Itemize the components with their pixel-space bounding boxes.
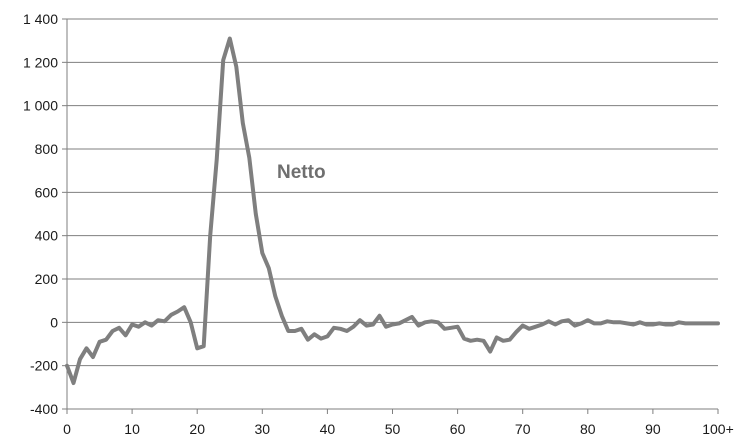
x-tick-label: 60 (450, 421, 466, 437)
y-tick-label: -400 (30, 401, 58, 417)
axes (62, 18, 719, 414)
y-tick-label: 1 200 (23, 54, 58, 70)
x-tick-label: 0 (63, 421, 71, 437)
x-axis-tick-labels: 0 10 20 30 40 50 60 70 80 90 100+ (63, 421, 734, 437)
series-line-netto (65, 36, 720, 385)
y-tick-label: 1 000 (23, 98, 58, 114)
y-tick-label: 1 400 (23, 11, 58, 27)
series-group (65, 36, 720, 385)
gridlines (67, 18, 718, 410)
y-tick-label: 200 (35, 271, 59, 287)
x-tick-label: 70 (515, 421, 531, 437)
x-tick-label: 20 (189, 421, 205, 437)
x-tick-label: 80 (580, 421, 596, 437)
x-tick-label: 40 (320, 421, 336, 437)
y-axis-tick-labels: -400 -200 0 200 400 600 800 1 000 1 200 1 400 (23, 11, 58, 417)
series-label-netto: Netto (277, 162, 326, 183)
y-tick-label: 0 (50, 314, 58, 330)
x-tick-label: 100+ (702, 421, 734, 437)
y-tick-label: 800 (35, 141, 59, 157)
y-tick-label: -200 (30, 358, 58, 374)
x-tick-label: 90 (645, 421, 661, 437)
y-tick-label: 600 (35, 184, 59, 200)
x-tick-label: 50 (385, 421, 401, 437)
y-tick-label: 400 (35, 228, 59, 244)
x-tick-label: 10 (124, 421, 140, 437)
x-tick-label: 30 (255, 421, 271, 437)
